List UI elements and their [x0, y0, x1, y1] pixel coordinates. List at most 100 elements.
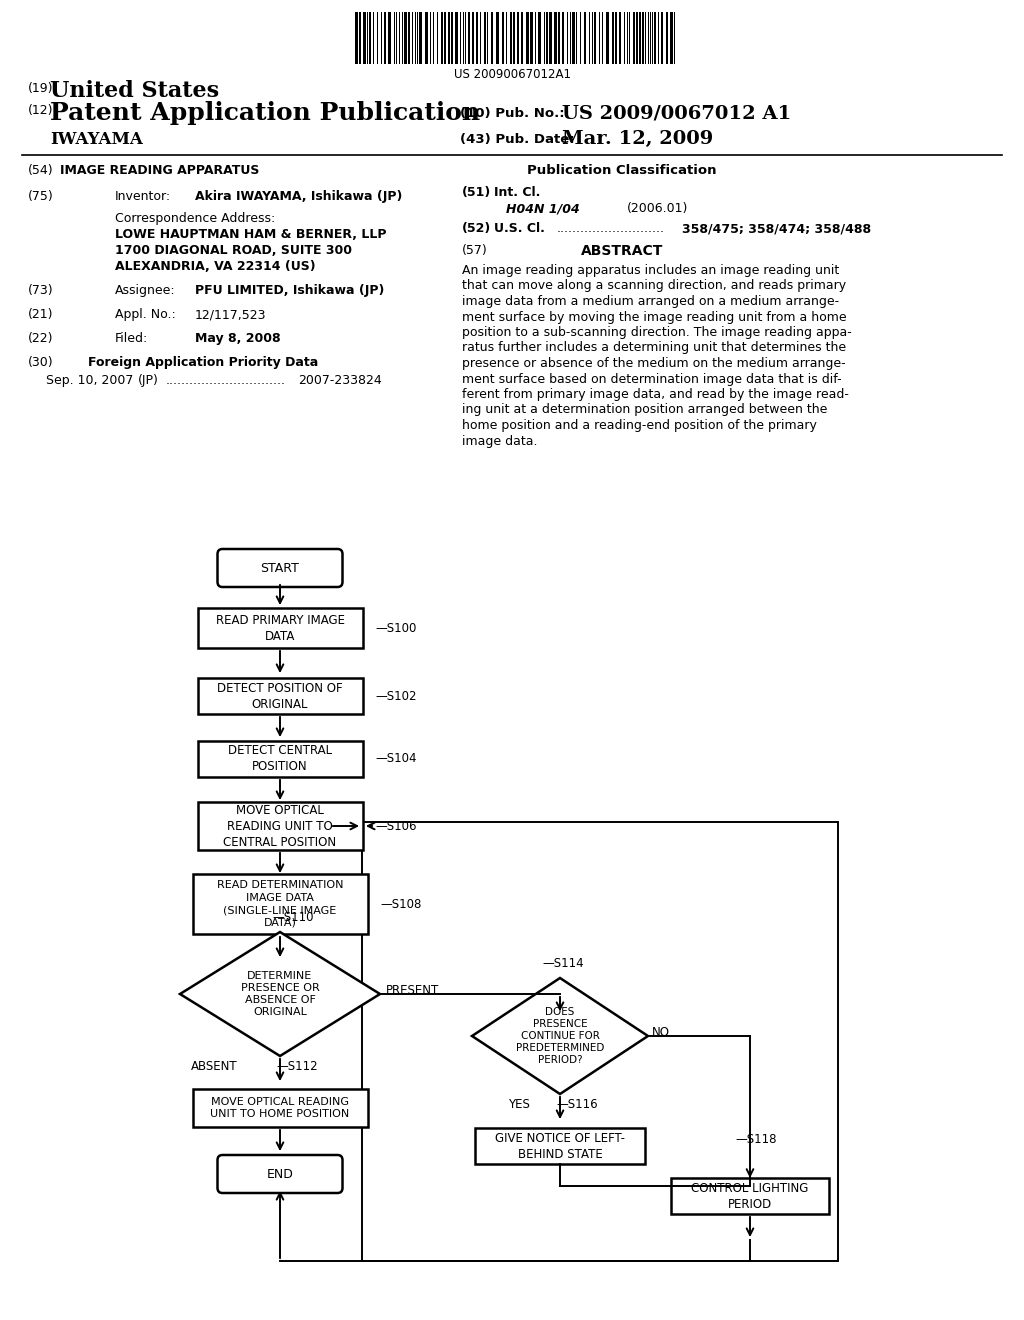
Polygon shape [472, 978, 648, 1094]
Text: —S104: —S104 [375, 752, 417, 766]
Text: United States: United States [50, 81, 219, 102]
Text: ...........................: ........................... [557, 222, 665, 235]
Text: US 2009/0067012 A1: US 2009/0067012 A1 [562, 104, 792, 121]
FancyBboxPatch shape [618, 12, 621, 63]
Text: U.S. Cl.: U.S. Cl. [494, 222, 545, 235]
FancyBboxPatch shape [572, 12, 575, 63]
Text: (22): (22) [28, 333, 53, 345]
Text: DETECT CENTRAL
POSITION: DETECT CENTRAL POSITION [228, 744, 332, 774]
Text: Correspondence Address:: Correspondence Address: [115, 213, 275, 224]
FancyBboxPatch shape [193, 1089, 368, 1127]
FancyBboxPatch shape [451, 12, 453, 63]
Text: GIVE NOTICE OF LEFT-
BEHIND STATE: GIVE NOTICE OF LEFT- BEHIND STATE [495, 1131, 625, 1160]
FancyBboxPatch shape [444, 12, 446, 63]
Text: END: END [266, 1167, 294, 1180]
FancyBboxPatch shape [198, 678, 362, 714]
Text: Int. Cl.: Int. Cl. [494, 186, 541, 199]
FancyBboxPatch shape [369, 12, 371, 63]
FancyBboxPatch shape [554, 12, 557, 63]
FancyBboxPatch shape [606, 12, 609, 63]
FancyBboxPatch shape [510, 12, 512, 63]
FancyBboxPatch shape [198, 741, 362, 777]
FancyBboxPatch shape [633, 12, 635, 63]
Text: MOVE OPTICAL READING
UNIT TO HOME POSITION: MOVE OPTICAL READING UNIT TO HOME POSITI… [210, 1097, 349, 1119]
Text: READ PRIMARY IMAGE
DATA: READ PRIMARY IMAGE DATA [215, 614, 344, 643]
FancyBboxPatch shape [530, 12, 534, 63]
FancyBboxPatch shape [521, 12, 523, 63]
FancyBboxPatch shape [472, 12, 474, 63]
FancyBboxPatch shape [484, 12, 486, 63]
Text: Foreign Application Priority Data: Foreign Application Priority Data [88, 356, 318, 370]
FancyBboxPatch shape [490, 12, 493, 63]
Text: —S112: —S112 [276, 1060, 317, 1073]
FancyBboxPatch shape [449, 12, 450, 63]
FancyBboxPatch shape [538, 12, 541, 63]
FancyBboxPatch shape [404, 12, 407, 63]
Text: YES: YES [508, 1098, 530, 1111]
FancyBboxPatch shape [584, 12, 586, 63]
FancyBboxPatch shape [636, 12, 638, 63]
Text: image data from a medium arranged on a medium arrange-: image data from a medium arranged on a m… [462, 294, 839, 308]
Text: Patent Application Publication: Patent Application Publication [50, 102, 480, 125]
Text: Sep. 10, 2007: Sep. 10, 2007 [46, 374, 133, 387]
FancyBboxPatch shape [198, 803, 362, 850]
Text: —S106: —S106 [375, 820, 417, 833]
FancyBboxPatch shape [670, 12, 673, 63]
FancyBboxPatch shape [502, 12, 504, 63]
Text: image data.: image data. [462, 434, 538, 447]
Text: ment surface by moving the image reading unit from a home: ment surface by moving the image reading… [462, 310, 847, 323]
Text: position to a sub-scanning direction. The image reading appa-: position to a sub-scanning direction. Th… [462, 326, 852, 339]
Text: 2007-233824: 2007-233824 [298, 374, 382, 387]
FancyBboxPatch shape [441, 12, 443, 63]
FancyBboxPatch shape [513, 12, 515, 63]
FancyBboxPatch shape [359, 12, 361, 63]
Text: 358/475; 358/474; 358/488: 358/475; 358/474; 358/488 [682, 222, 871, 235]
Text: (10) Pub. No.:: (10) Pub. No.: [460, 107, 564, 120]
Text: —S100: —S100 [375, 622, 417, 635]
Text: H04N 1/04: H04N 1/04 [506, 202, 580, 215]
Text: 12/117,523: 12/117,523 [195, 308, 266, 321]
Text: PFU LIMITED, Ishikawa (JP): PFU LIMITED, Ishikawa (JP) [195, 284, 384, 297]
Text: ferent from primary image data, and read by the image read-: ferent from primary image data, and read… [462, 388, 849, 401]
FancyBboxPatch shape [217, 1155, 342, 1193]
FancyBboxPatch shape [654, 12, 656, 63]
FancyBboxPatch shape [355, 12, 358, 63]
Text: ratus further includes a determining unit that determines the: ratus further includes a determining uni… [462, 342, 846, 355]
Text: Mar. 12, 2009: Mar. 12, 2009 [562, 129, 714, 148]
Text: —S116: —S116 [556, 1098, 598, 1111]
Text: NO: NO [652, 1026, 670, 1039]
FancyBboxPatch shape [455, 12, 458, 63]
Text: US 20090067012A1: US 20090067012A1 [454, 69, 570, 81]
Text: ALEXANDRIA, VA 22314 (US): ALEXANDRIA, VA 22314 (US) [115, 260, 315, 273]
Text: Assignee:: Assignee: [115, 284, 176, 297]
Text: ment surface based on determination image data that is dif-: ment surface based on determination imag… [462, 372, 842, 385]
Text: —S118: —S118 [735, 1133, 776, 1146]
FancyBboxPatch shape [388, 12, 391, 63]
Text: (54): (54) [28, 164, 53, 177]
Text: DETERMINE
PRESENCE OR
ABSENCE OF
ORIGINAL: DETERMINE PRESENCE OR ABSENCE OF ORIGINA… [241, 972, 319, 1016]
Text: (57): (57) [462, 244, 487, 257]
FancyBboxPatch shape [612, 12, 614, 63]
Polygon shape [180, 932, 380, 1056]
Text: (52): (52) [462, 222, 492, 235]
FancyBboxPatch shape [419, 12, 422, 63]
FancyBboxPatch shape [217, 549, 342, 587]
Text: —S114: —S114 [542, 957, 584, 970]
Text: ..............................: .............................. [166, 374, 286, 387]
FancyBboxPatch shape [615, 12, 617, 63]
FancyBboxPatch shape [193, 874, 368, 935]
Text: READ DETERMINATION
IMAGE DATA
(SINGLE-LINE IMAGE
DATA): READ DETERMINATION IMAGE DATA (SINGLE-LI… [217, 880, 343, 928]
FancyBboxPatch shape [408, 12, 410, 63]
FancyBboxPatch shape [639, 12, 641, 63]
FancyBboxPatch shape [475, 1129, 645, 1164]
Text: Inventor:: Inventor: [115, 190, 171, 203]
Text: DETECT POSITION OF
ORIGINAL: DETECT POSITION OF ORIGINAL [217, 681, 343, 710]
FancyBboxPatch shape [468, 12, 470, 63]
Text: (19): (19) [28, 82, 53, 95]
FancyBboxPatch shape [594, 12, 596, 63]
Text: (43) Pub. Date:: (43) Pub. Date: [460, 133, 574, 147]
Text: START: START [260, 561, 299, 574]
Text: —S102: —S102 [375, 689, 417, 702]
FancyBboxPatch shape [642, 12, 644, 63]
Text: CONTROL LIGHTING
PERIOD: CONTROL LIGHTING PERIOD [691, 1181, 809, 1210]
